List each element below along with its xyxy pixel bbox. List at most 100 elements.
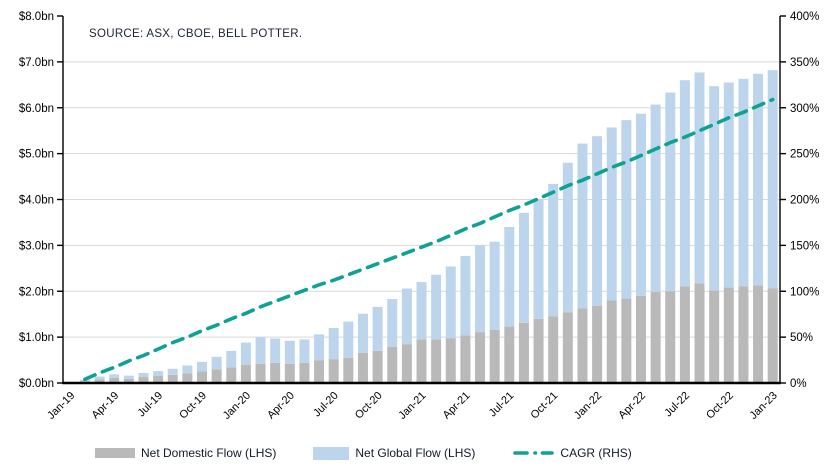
left-axis-tick-label: $5.0bn [19, 149, 54, 161]
bar-global [299, 339, 310, 363]
bar-global [635, 113, 646, 296]
bar-domestic [635, 295, 646, 383]
cagr-dashed-path [83, 97, 775, 382]
bar-global [401, 288, 412, 345]
source-note: SOURCE: ASX, CBOE, BELL POTTER. [89, 28, 303, 40]
bar-domestic [431, 339, 442, 383]
bar-global [518, 212, 529, 323]
right-axis-tick-label: 0% [790, 378, 807, 390]
right-axis-tick-label: 300% [790, 103, 819, 115]
bar-global [562, 162, 573, 313]
right-axis-tick-label: 200% [790, 195, 819, 207]
bar-domestic [518, 322, 529, 383]
bar-domestic [504, 326, 515, 383]
bar-global [167, 368, 178, 375]
bar-domestic [299, 362, 310, 383]
domestic-swatch [95, 448, 135, 458]
legend-label-cagr: CAGR (RHS) [560, 446, 632, 460]
bar-domestic [416, 339, 427, 383]
left-axis-labels: $8.0bn $7.0bn $6.0bn $5.0bn $4.0bn $3.0bn $2.0… [19, 11, 63, 390]
bar-global [606, 127, 617, 301]
bar-domestic [489, 329, 500, 383]
bar-global [694, 72, 705, 284]
bar-domestic [445, 338, 456, 383]
bar-global [445, 266, 456, 339]
bar-domestic [738, 286, 749, 383]
bar-domestic [328, 359, 339, 383]
left-axis-tick-label: $7.0bn [19, 57, 54, 69]
right-axis-tick-label: 400% [790, 11, 819, 23]
bar-global [138, 372, 149, 378]
left-axis-tick-label: $8.0bn [19, 11, 54, 23]
x-axis-tick-label: Jul-20 [311, 390, 341, 420]
right-axis-tick-label: 350% [790, 57, 819, 69]
bar-domestic [314, 360, 325, 383]
bar-domestic [723, 287, 734, 383]
bar-global [240, 342, 251, 365]
x-axis-tick-label: Oct-20 [353, 390, 385, 422]
bar-global [650, 104, 661, 292]
bar-global [284, 340, 295, 364]
bar-domestic [548, 316, 559, 383]
bar-global [109, 374, 120, 378]
bar-global [679, 80, 690, 287]
bar-global [665, 92, 676, 292]
bar-domestic [94, 379, 105, 383]
bar-global [475, 245, 486, 333]
bar-global [314, 334, 325, 361]
bar-global [372, 306, 383, 351]
bar-domestic [460, 335, 471, 383]
bar-domestic [475, 332, 486, 383]
bar-domestic [197, 371, 208, 383]
bar-global [738, 78, 749, 287]
bar-global [460, 255, 471, 336]
chart-legend: Net Domestic Flow (LHS) Net Global Flow … [95, 446, 632, 460]
bar-domestic [694, 283, 705, 383]
cagr-dash-swatch [513, 451, 555, 455]
bar-domestic [621, 298, 632, 383]
bar-domestic [533, 318, 544, 383]
bar-global [548, 183, 559, 317]
global-swatch [313, 446, 350, 460]
bar-global [343, 321, 354, 358]
right-axis-tick-label: 250% [790, 149, 819, 161]
legend-item-domestic: Net Domestic Flow (LHS) [95, 446, 276, 460]
legend-label-domestic: Net Domestic Flow (LHS) [141, 446, 277, 460]
x-axis-tick-label: Jan-21 [396, 390, 428, 422]
bar-domestic [709, 290, 720, 383]
x-axis-tick-label: Apr-22 [616, 390, 648, 422]
cagr-line [83, 97, 775, 382]
right-axis-tick-label: 50% [790, 332, 813, 344]
x-axis-labels: Jan-19 Apr-19 Jul-19 Oct-19 Jan-20 Apr-20 Jul-… [45, 390, 780, 422]
legend-item-global: Net Global Flow (LHS) [313, 446, 475, 460]
bar-global [592, 136, 603, 306]
right-axis-tick-label: 100% [790, 286, 819, 298]
x-axis-tick-label: Apr-20 [265, 390, 297, 422]
bar-domestic [167, 374, 178, 383]
bar-global [255, 337, 266, 364]
bar-domestic [138, 377, 149, 383]
legend-item-cagr: CAGR (RHS) [512, 446, 632, 460]
bar-global [767, 70, 778, 289]
bar-global [153, 371, 164, 376]
bar-global [723, 82, 734, 288]
left-axis-tick-label: $4.0bn [19, 195, 54, 207]
bar-global [621, 120, 632, 299]
bar-global [577, 143, 588, 309]
x-axis-tick-label: Jan-19 [45, 390, 77, 422]
x-axis-tick-label: Oct-21 [528, 390, 560, 422]
bar-global [753, 73, 764, 286]
left-axis-tick-label: $6.0bn [19, 103, 54, 115]
x-axis-tick-label: Oct-19 [177, 390, 209, 422]
x-axis-tick-label: Jan-23 [748, 390, 780, 422]
domestic-flow-bars [65, 283, 778, 383]
bar-domestic [753, 285, 764, 383]
x-axis-tick-label: Apr-21 [441, 390, 473, 422]
bar-global [489, 241, 500, 330]
bar-domestic [211, 369, 222, 383]
bar-global [357, 313, 368, 353]
x-axis-tick-label: Jan-20 [221, 390, 253, 422]
right-axis-tick-label: 150% [790, 240, 819, 252]
bar-domestic [767, 288, 778, 383]
